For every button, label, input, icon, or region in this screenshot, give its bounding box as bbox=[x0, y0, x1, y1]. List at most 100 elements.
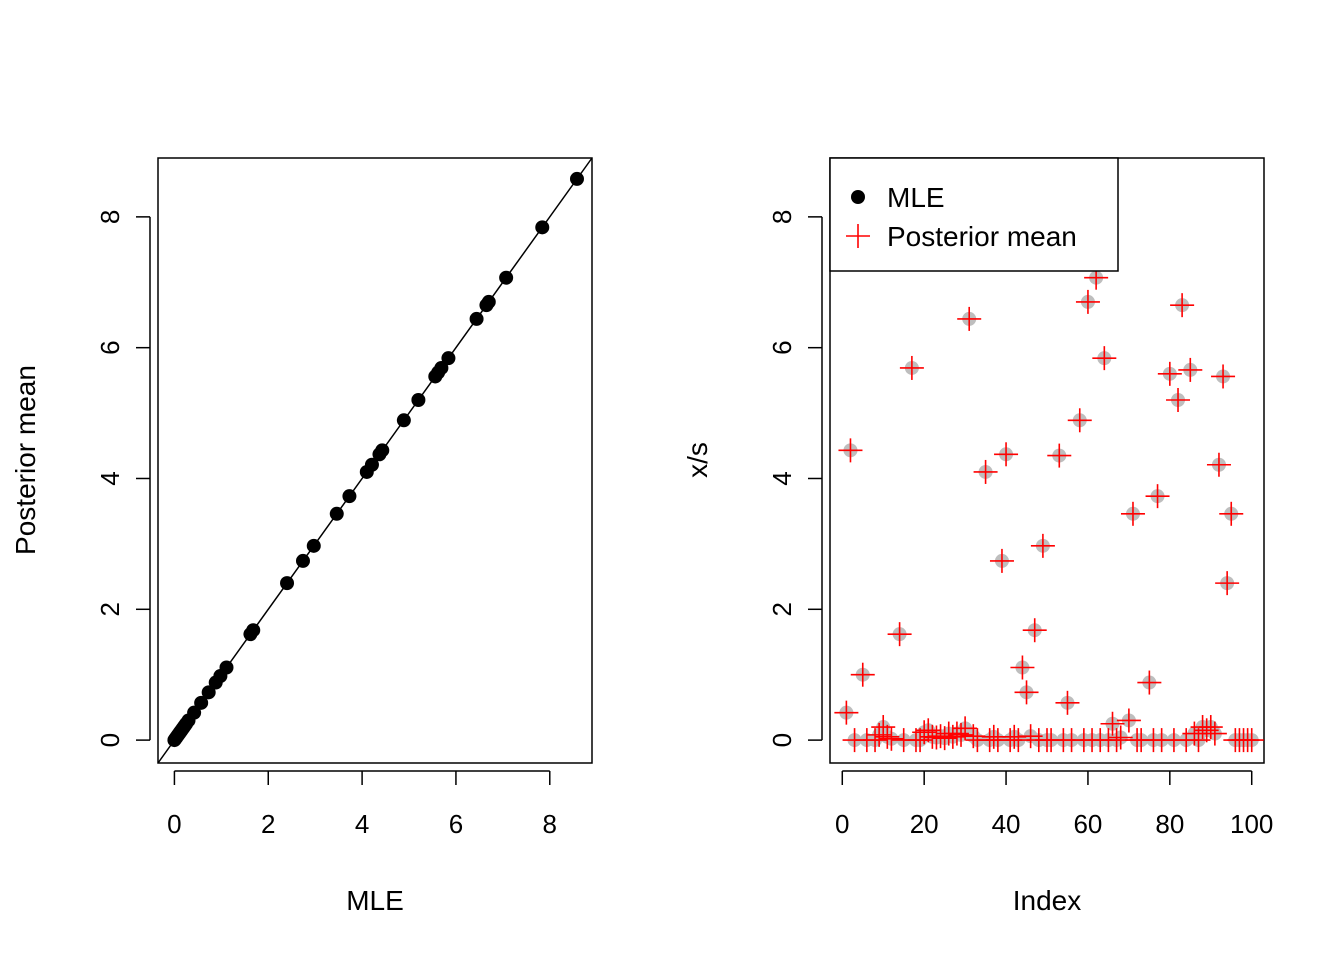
posterior-mean-point bbox=[887, 622, 912, 647]
posterior-mean-point bbox=[994, 442, 1019, 467]
legend-label-posterior-mean: Posterior mean bbox=[887, 221, 1077, 252]
posterior-mean-point bbox=[1104, 728, 1129, 753]
plot-area-right bbox=[834, 265, 1264, 753]
posterior-mean-point bbox=[1014, 680, 1039, 705]
posterior-mean-point bbox=[863, 728, 888, 753]
posterior-mean-point bbox=[957, 306, 982, 331]
posterior-mean-point bbox=[1219, 501, 1244, 526]
x-axis-title-left: MLE bbox=[346, 885, 404, 916]
left-x-tick-label: 4 bbox=[355, 809, 369, 839]
posterior-mean-point bbox=[1170, 293, 1195, 318]
data-point bbox=[441, 351, 456, 366]
scatter-panel-mle-vs-posterior: 0 2 4 6 8 0 2 4 6 8 MLE Posterior mean bbox=[10, 157, 593, 916]
data-point bbox=[201, 685, 216, 700]
posterior-mean-point bbox=[879, 726, 904, 751]
left-y-tick-label: 0 bbox=[95, 733, 125, 747]
right-y-tick-label: 0 bbox=[767, 733, 797, 747]
data-point bbox=[194, 695, 209, 710]
posterior-mean-point bbox=[1211, 364, 1236, 389]
posterior-mean-point bbox=[1178, 357, 1203, 382]
posterior-mean-point bbox=[899, 355, 924, 380]
right-x-tick-label: 0 bbox=[835, 809, 849, 839]
posterior-mean-point bbox=[838, 438, 863, 463]
left-y-tick-label: 4 bbox=[95, 471, 125, 485]
posterior-mean-point bbox=[1157, 361, 1182, 386]
right-x-tick-label: 60 bbox=[1073, 809, 1102, 839]
data-point bbox=[280, 576, 295, 591]
posterior-mean-point bbox=[1047, 443, 1072, 468]
right-y-tick-label: 4 bbox=[767, 471, 797, 485]
y-axis-title-left: Posterior mean bbox=[10, 365, 41, 555]
right-y-tick-label: 2 bbox=[767, 602, 797, 616]
left-y-tick-label: 8 bbox=[95, 210, 125, 224]
legend: MLE Posterior mean bbox=[829, 157, 1119, 272]
posterior-mean-point bbox=[961, 724, 986, 749]
posterior-mean-point bbox=[1030, 533, 1055, 558]
left-y-tick-label: 6 bbox=[95, 340, 125, 354]
posterior-mean-point bbox=[1055, 690, 1080, 715]
posterior-mean-point bbox=[875, 724, 900, 749]
data-point bbox=[499, 270, 514, 285]
posterior-mean-point bbox=[834, 700, 859, 725]
data-point bbox=[569, 171, 584, 186]
right-x-tick-label: 20 bbox=[910, 809, 939, 839]
legend-box bbox=[829, 157, 1119, 272]
right-x-tick-label: 100 bbox=[1230, 809, 1273, 839]
left-x-tick-label: 0 bbox=[167, 809, 181, 839]
left-x-tick-label: 8 bbox=[543, 809, 557, 839]
data-point bbox=[481, 294, 496, 309]
posterior-mean-point bbox=[1006, 728, 1031, 753]
data-point bbox=[295, 553, 310, 568]
data-point bbox=[219, 660, 234, 675]
data-point bbox=[364, 457, 379, 472]
data-point bbox=[434, 360, 449, 375]
posterior-mean-point bbox=[1206, 452, 1231, 477]
scatter-panel-index: 0 20 40 60 80 100 0 2 4 6 8 Index x/s MLE Posteri… bbox=[682, 157, 1273, 916]
posterior-mean-point bbox=[1215, 571, 1240, 596]
data-point bbox=[246, 623, 261, 638]
posterior-mean-point bbox=[981, 724, 1006, 749]
data-point bbox=[342, 489, 357, 504]
legend-label-mle: MLE bbox=[887, 182, 945, 213]
x-axis-title-right: Index bbox=[1013, 885, 1082, 916]
legend-marker-posterior-mean bbox=[846, 224, 870, 248]
data-point bbox=[396, 413, 411, 428]
posterior-mean-point bbox=[1120, 501, 1145, 526]
data-point bbox=[187, 705, 202, 720]
posterior-mean-point bbox=[850, 662, 875, 687]
left-x-tick-label: 2 bbox=[261, 809, 275, 839]
plot-box-left bbox=[157, 157, 593, 764]
plot-area-left bbox=[157, 157, 593, 764]
posterior-mean-point bbox=[1116, 708, 1141, 733]
posterior-mean-point bbox=[1137, 670, 1162, 695]
posterior-mean-point bbox=[1100, 711, 1125, 736]
legend-marker-mle bbox=[851, 190, 865, 204]
x-axis-right: 0 20 40 60 80 100 bbox=[835, 770, 1273, 839]
right-y-tick-label: 8 bbox=[767, 210, 797, 224]
posterior-mean-point bbox=[1202, 721, 1227, 746]
y-axis-title-right: x/s bbox=[682, 442, 713, 478]
data-point bbox=[306, 538, 321, 553]
posterior-mean-point bbox=[973, 459, 998, 484]
data-point bbox=[411, 393, 426, 407]
posterior-mean-point bbox=[1108, 725, 1133, 750]
posterior-mean-point bbox=[1166, 388, 1191, 412]
posterior-mean-point bbox=[1010, 655, 1035, 680]
right-x-tick-label: 40 bbox=[992, 809, 1021, 839]
posterior-mean-point bbox=[1092, 346, 1117, 371]
data-point bbox=[535, 220, 550, 235]
posterior-mean-point bbox=[949, 722, 974, 747]
y-axis-left: 0 2 4 6 8 bbox=[95, 210, 151, 747]
left-y-tick-label: 2 bbox=[95, 602, 125, 616]
left-x-tick-label: 6 bbox=[449, 809, 463, 839]
data-point bbox=[375, 443, 390, 458]
posterior-mean-point bbox=[1075, 289, 1100, 314]
x-axis-left: 0 2 4 6 8 bbox=[167, 770, 557, 839]
right-x-tick-label: 80 bbox=[1155, 809, 1184, 839]
posterior-mean-point bbox=[1239, 728, 1264, 753]
data-point bbox=[469, 311, 484, 326]
posterior-mean-point bbox=[1198, 715, 1223, 740]
right-y-tick-label: 6 bbox=[767, 340, 797, 354]
posterior-mean-point bbox=[1022, 618, 1047, 643]
